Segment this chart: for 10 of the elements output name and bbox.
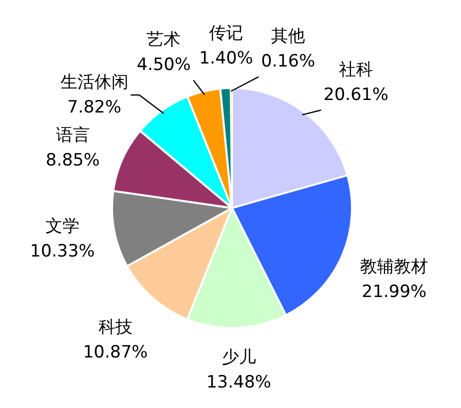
slice-label: 科技 10.87% — [83, 318, 148, 363]
slice-label: 社科 20.61% — [324, 60, 388, 105]
slice-label: 教辅教材 21.99% — [360, 256, 428, 302]
slice-label: 艺术 4.50% — [136, 30, 191, 76]
slice-label: 生活休闲 7.82% — [60, 72, 128, 118]
slice-label: 其他 0.16% — [261, 26, 316, 72]
slice-label: 传记 1.40% — [199, 24, 254, 69]
slice-label: 文学 10.33% — [30, 216, 95, 262]
slice-label: 语言 8.85% — [46, 126, 100, 171]
slice-label: 少儿 13.48% — [206, 348, 272, 393]
